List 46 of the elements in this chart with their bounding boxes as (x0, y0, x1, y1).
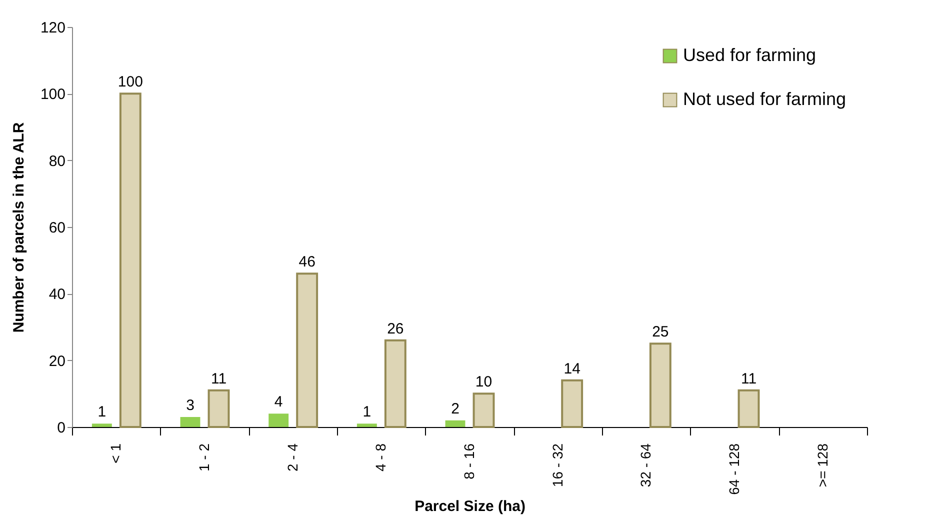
x-tick-label: 1 - 2 (196, 443, 212, 472)
data-label: 46 (298, 254, 316, 271)
x-tick-label: 64 - 128 (726, 443, 742, 495)
data-label: 100 (118, 74, 143, 91)
bar (296, 272, 318, 428)
y-tick-label: 120 (40, 20, 66, 36)
data-label: 14 (564, 360, 580, 378)
data-label: 10 (475, 374, 492, 391)
data-label: 2 (451, 400, 460, 418)
data-label: 4 (274, 394, 283, 411)
bar (649, 342, 672, 428)
y-tick-label: 20 (48, 352, 66, 370)
x-tick-label: >= 128 (814, 443, 830, 488)
bar (356, 424, 377, 427)
data-label: 3 (186, 397, 194, 414)
x-tick-label: 8 - 16 (461, 443, 477, 480)
bar (738, 389, 760, 428)
y-tick-label: 0 (57, 420, 66, 436)
x-axis-title: Parcel Size (ha) (414, 498, 526, 515)
data-label: 1 (98, 404, 106, 421)
x-tick-label: 4 - 8 (372, 443, 389, 472)
bar (119, 92, 142, 428)
legend-label: Used for farming (683, 45, 816, 65)
bar (208, 389, 230, 428)
bar (180, 417, 200, 427)
data-label: 11 (740, 370, 757, 388)
bar (268, 414, 289, 427)
x-tick-label: < 1 (108, 443, 124, 464)
data-label: 26 (387, 320, 404, 338)
data-label: 25 (652, 324, 669, 341)
y-tick-label: 100 (40, 86, 66, 104)
legend-label: Not used for farming (683, 89, 846, 109)
bar (384, 339, 406, 428)
y-tick-label: 40 (48, 286, 66, 304)
y-tick-label: 60 (48, 220, 66, 236)
bar (92, 424, 112, 427)
bar (445, 420, 466, 427)
y-axis-title: Number of parcels in the ALR (10, 122, 28, 333)
data-label: 1 (362, 404, 372, 421)
y-tick-label: 80 (48, 152, 66, 170)
x-tick-label: 32 - 64 (638, 443, 654, 488)
bar (561, 379, 584, 428)
x-tick-label: 16 - 32 (549, 443, 566, 488)
x-tick-label: 2 - 4 (284, 443, 300, 472)
bar (472, 392, 495, 428)
data-label: 11 (210, 370, 227, 388)
